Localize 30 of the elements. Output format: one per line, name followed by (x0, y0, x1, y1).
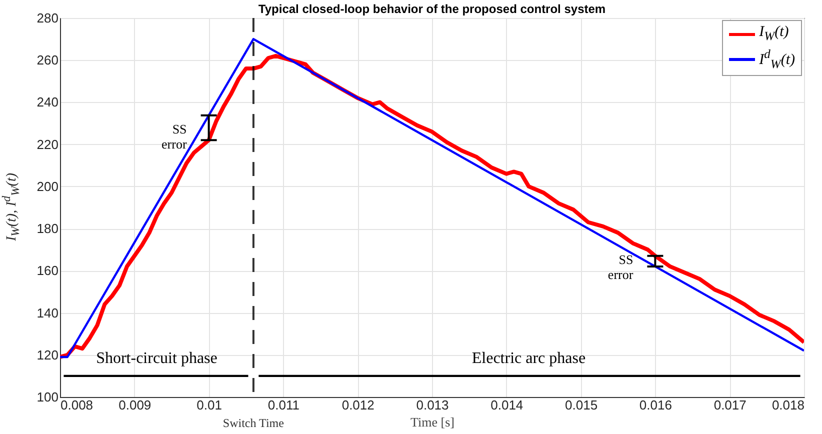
x-tick-label: 0.012 (342, 398, 374, 412)
x-tick-label: 0.009 (118, 398, 152, 412)
y-tick-label: 280 (36, 10, 58, 26)
x-tick-label: 0.015 (565, 398, 598, 412)
x-tick-label: 0.014 (490, 398, 524, 412)
x-tick-label: 0.011 (268, 398, 300, 412)
x-tick-label: 0.016 (639, 398, 672, 412)
annotation: SS error (162, 122, 188, 152)
annotation: Short-circuit phase (96, 350, 218, 367)
y-tick-label: 160 (36, 263, 58, 278)
x-axis-title: Time [s] (410, 414, 454, 430)
chart-title: Typical closed-loop behavior of the proposed control system (258, 2, 606, 16)
legend-label: I$_{W}$(t) (759, 23, 789, 45)
y-tick-label: 240 (36, 94, 58, 110)
annotation: SS error (608, 252, 634, 282)
x-tick-label: 0.008 (60, 398, 94, 412)
ref-line-label: Switch Time (222, 416, 284, 430)
x-tick-label: 0.013 (416, 398, 449, 412)
y-tick-label: 140 (36, 305, 58, 320)
y-tick-label: 200 (36, 178, 58, 194)
legend-label: I$^{d}$$_{W}$(t) (759, 46, 795, 73)
annotation: Electric arc phase (472, 350, 586, 367)
x-tick-label: 0.018 (772, 398, 804, 412)
y-tick-label: 220 (36, 136, 58, 152)
x-tick-label: 0.01 (196, 398, 222, 412)
y-tick-label: 260 (36, 52, 58, 68)
x-tick-label: 0.017 (714, 398, 746, 412)
y-tick-label: 120 (36, 347, 58, 362)
y-tick-label: 100 (36, 390, 58, 404)
y-tick-label: 180 (36, 221, 58, 236)
